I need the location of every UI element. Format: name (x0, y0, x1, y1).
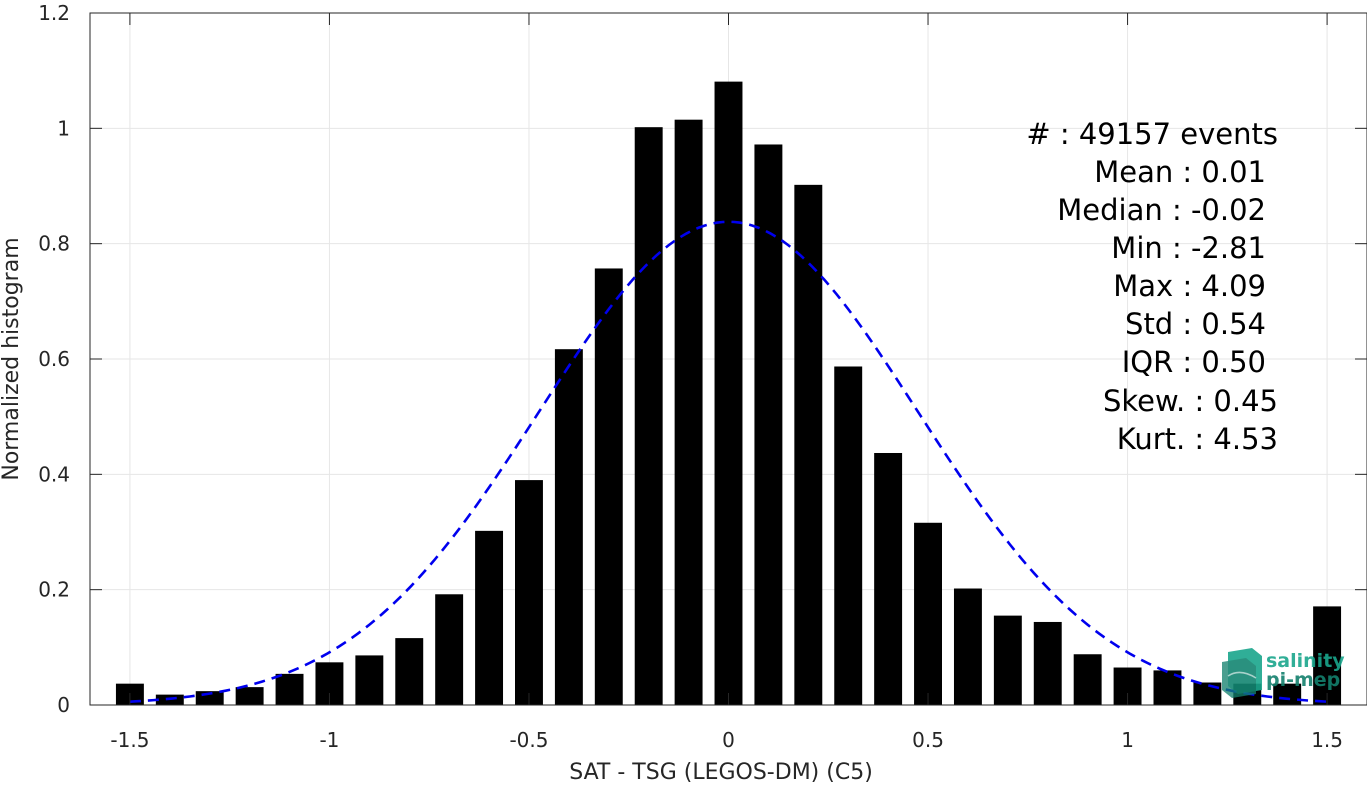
histogram-bar (475, 530, 504, 705)
stat-mean: Mean : 0.01 (1094, 155, 1266, 189)
bars (115, 81, 1342, 706)
y-tick-label: 1 (57, 116, 70, 140)
stat-iqr: IQR : 0.50 (1122, 345, 1266, 379)
x-axis-label: SAT - TSG (LEGOS-DM) (C5) (569, 760, 873, 785)
x-tick-label: -1 (319, 728, 339, 752)
y-axis-label: Normalized histogram (0, 237, 24, 480)
stat-max: Max : 4.09 (1113, 269, 1266, 303)
histogram-bar (993, 615, 1022, 705)
stat-skew: Skew. : 0.45 (1103, 384, 1278, 418)
histogram-bar (794, 184, 823, 705)
salinity-pi-mep-logo: salinity pi-mep (1222, 648, 1345, 698)
histogram-bar (914, 522, 942, 705)
stat-kurt: Kurt. : 4.53 (1117, 422, 1278, 456)
logo-line2: pi-mep (1266, 669, 1340, 691)
gaussian-fit-curve (129, 220, 1328, 703)
y-tick-label: 1.2 (38, 1, 70, 25)
histogram-bar (634, 127, 663, 706)
histogram-bar (1033, 621, 1062, 705)
logo-mark-icon (1222, 648, 1262, 698)
x-tick-label: 1.5 (1311, 728, 1343, 752)
histogram-bar (435, 594, 464, 705)
y-tick-label: 0.8 (38, 232, 70, 256)
histogram-bar (1273, 683, 1302, 705)
histogram-bar (275, 673, 304, 705)
x-axis-ticks: -1.5 -1 -0.5 0 0.5 1 1.5 (110, 13, 1343, 752)
histogram-bar (1193, 682, 1222, 705)
histogram-bar (554, 349, 583, 705)
histogram-bar (1313, 606, 1342, 705)
histogram-bar (674, 119, 703, 705)
x-tick-label: 0.5 (912, 728, 944, 752)
stat-count: # : 49157 events (1026, 117, 1278, 151)
histogram-bar (834, 366, 863, 705)
x-tick-label: -0.5 (509, 728, 548, 752)
stat-min: Min : -2.81 (1111, 231, 1266, 265)
histogram-bar (1073, 654, 1102, 705)
histogram-bar (714, 81, 743, 705)
y-tick-label: 0 (57, 693, 70, 717)
histogram-bar (594, 268, 623, 705)
histogram-bar (395, 638, 424, 705)
histogram-bar (754, 144, 783, 706)
histogram-bar (355, 655, 384, 705)
y-axis-ticks: 0 0.2 0.4 0.6 0.8 1 1.2 (38, 1, 1367, 717)
histogram-bar (953, 588, 982, 705)
y-tick-label: 0.2 (38, 578, 70, 602)
x-tick-label: -1.5 (110, 728, 149, 752)
stat-median: Median : -0.02 (1057, 193, 1266, 227)
y-tick-label: 0.6 (38, 347, 70, 371)
y-tick-label: 0.4 (38, 462, 70, 486)
stats-panel: # : 49157 events Mean : 0.01 Median : -0… (1026, 117, 1278, 456)
histogram-bar (235, 687, 264, 705)
histogram-bar (874, 452, 903, 705)
x-tick-label: 1 (1121, 728, 1134, 752)
x-tick-label: 0 (722, 728, 735, 752)
stat-std: Std : 0.54 (1125, 307, 1266, 341)
histogram-bar (515, 480, 543, 705)
logo-line1: salinity (1266, 650, 1345, 672)
